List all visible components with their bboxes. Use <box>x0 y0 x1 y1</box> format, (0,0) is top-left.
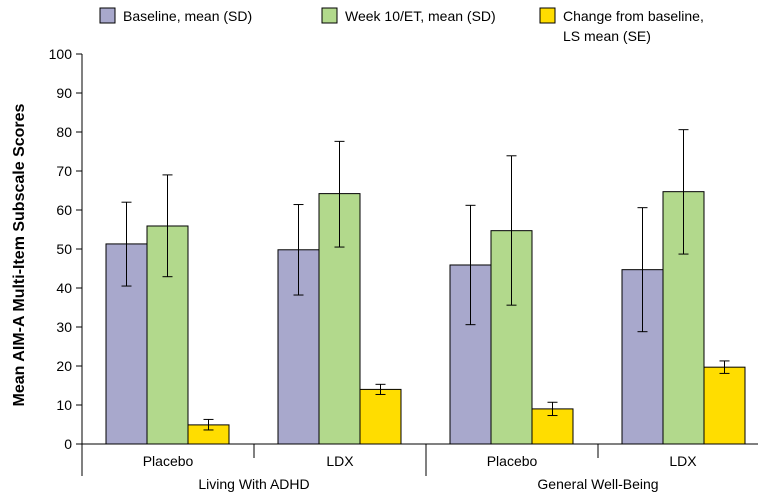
x-group-label: Living With ADHD <box>198 476 309 492</box>
legend-label-0: Baseline, mean (SD) <box>123 8 252 24</box>
y-axis: 0 10 20 30 40 50 60 70 80 90 100 <box>49 46 83 452</box>
y-axis-title: Mean AIM-A Multi-Item Subscale Scores <box>11 103 28 406</box>
legend-label-2: LS mean (SE) <box>563 28 651 44</box>
y-tick-label: 0 <box>64 436 72 452</box>
x-category-label: Placebo <box>487 453 538 469</box>
legend: Baseline, mean (SD) Week 10/ET, mean (SD)… <box>99 7 704 44</box>
legend-swatch-1 <box>321 7 338 24</box>
y-tick-label: 20 <box>56 358 72 374</box>
legend-label-1: Week 10/ET, mean (SD) <box>345 8 496 24</box>
y-tick-label: 90 <box>56 85 72 101</box>
y-tick-label: 60 <box>56 202 72 218</box>
y-tick-label: 30 <box>56 319 72 335</box>
x-category-label: LDX <box>326 453 354 469</box>
y-tick-label: 80 <box>56 124 72 140</box>
bars <box>105 191 746 445</box>
y-tick-label: 100 <box>49 46 73 62</box>
x-category-label: Placebo <box>143 453 194 469</box>
x-group-label: General Well-Being <box>537 476 658 492</box>
x-category-label: LDX <box>669 453 697 469</box>
legend-swatch-2 <box>539 7 556 24</box>
y-tick-label: 50 <box>56 241 72 257</box>
bar-series-2-cat-1 <box>359 388 402 445</box>
y-tick-label: 10 <box>56 397 72 413</box>
y-tick-label: 40 <box>56 280 72 296</box>
bar-series-2-cat-3 <box>703 366 746 445</box>
error-bars <box>121 129 730 431</box>
legend-swatch-0 <box>99 7 116 24</box>
y-tick-label: 70 <box>56 163 72 179</box>
legend-label-2: Change from baseline, <box>563 8 704 24</box>
